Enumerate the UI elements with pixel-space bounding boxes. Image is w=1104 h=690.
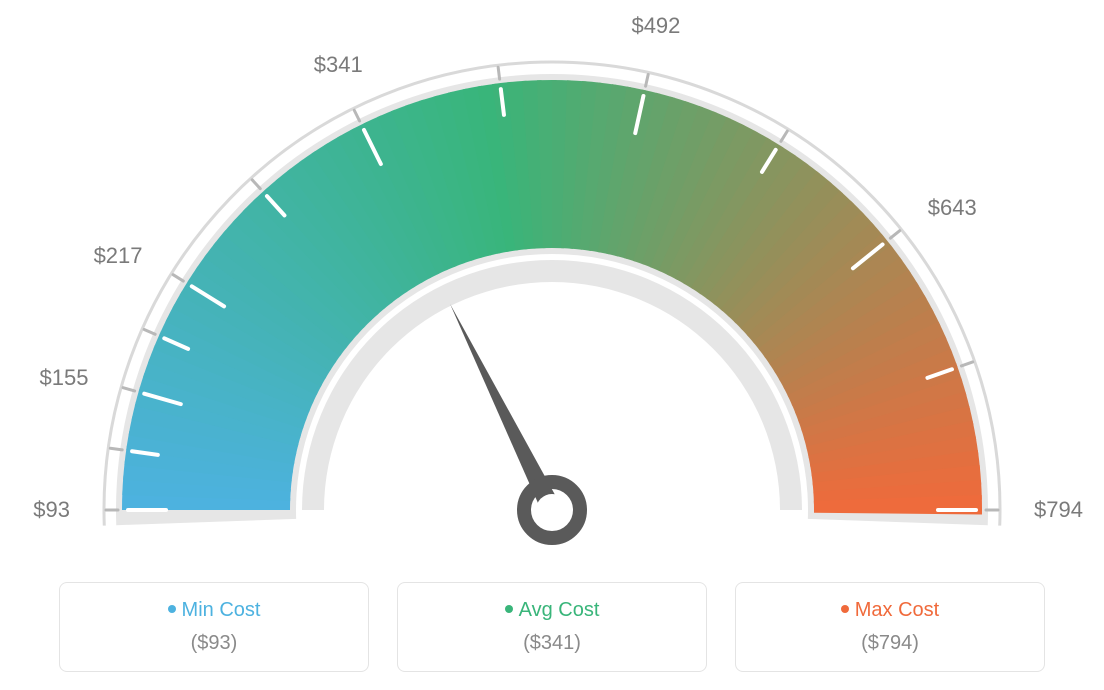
gauge-tick-label: $217 xyxy=(94,243,143,269)
legend-value-max: ($794) xyxy=(746,632,1034,655)
cost-gauge: $93 $155 $217 $341 $492 $643 $794 xyxy=(0,0,1104,560)
gauge-tick-label: $341 xyxy=(314,52,363,78)
gauge-tick-label: $492 xyxy=(631,13,680,39)
gauge-tick-label: $643 xyxy=(928,195,977,221)
legend-label-min: Min Cost xyxy=(182,599,261,621)
legend-card-min: Min Cost ($93) xyxy=(59,582,369,672)
legend-dot-avg xyxy=(505,605,513,613)
legend-label-avg: Avg Cost xyxy=(519,599,600,621)
legend-card-max: Max Cost ($794) xyxy=(735,582,1045,672)
legend-row: Min Cost ($93) Avg Cost ($341) Max Cost … xyxy=(0,582,1104,672)
legend-dot-min xyxy=(168,605,176,613)
gauge-tick-label: $155 xyxy=(40,365,89,391)
legend-dot-max xyxy=(841,605,849,613)
legend-value-avg: ($341) xyxy=(408,632,696,655)
gauge-tick-label: $794 xyxy=(1034,497,1083,523)
legend-card-avg: Avg Cost ($341) xyxy=(397,582,707,672)
legend-title-avg: Avg Cost xyxy=(408,599,696,622)
gauge-tick-label: $93 xyxy=(33,497,70,523)
legend-title-max: Max Cost xyxy=(746,599,1034,622)
legend-label-max: Max Cost xyxy=(855,599,939,621)
gauge-svg xyxy=(0,0,1104,560)
legend-title-min: Min Cost xyxy=(70,599,358,622)
legend-value-min: ($93) xyxy=(70,632,358,655)
